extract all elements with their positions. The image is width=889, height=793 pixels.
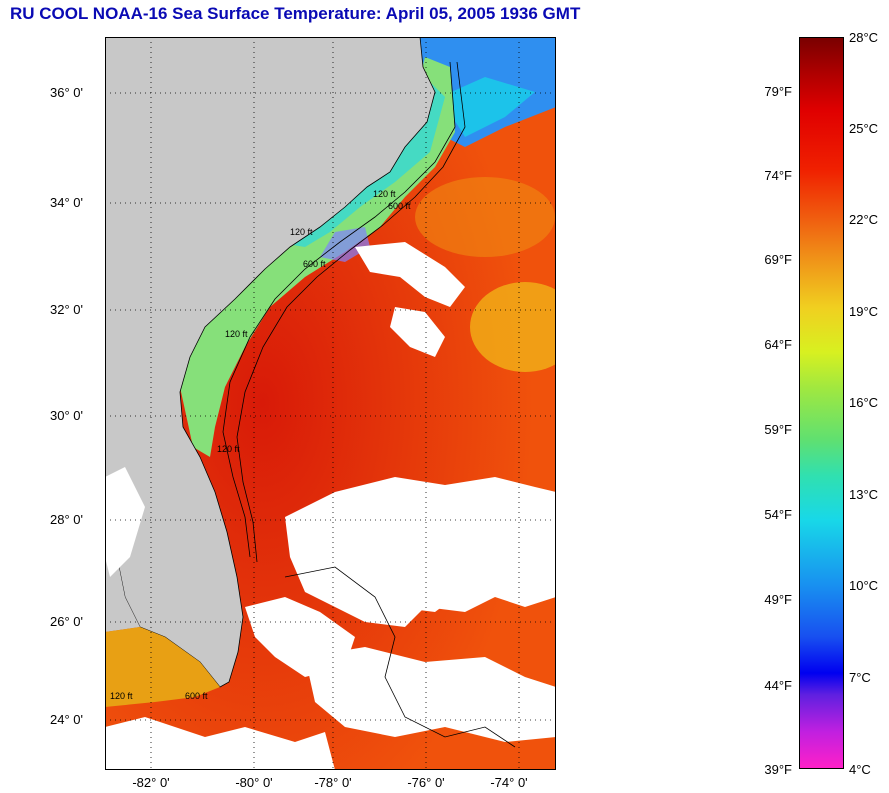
- colorbar-fahrenheit-label: 79°F: [764, 84, 792, 99]
- lat-label: 28° 0': [50, 512, 83, 527]
- lat-label: 34° 0': [50, 195, 83, 210]
- colorbar-celsius-label: 19°C: [849, 304, 879, 319]
- lon-label: -74° 0': [490, 775, 528, 790]
- colorbar-fahrenheit-label: 44°F: [764, 678, 792, 693]
- map-title: RU COOL NOAA-16 Sea Surface Temperature:…: [10, 4, 581, 23]
- cloud-cover: [105, 242, 556, 770]
- isobath-label: 600 ft: [388, 201, 411, 211]
- isobath-label: 120 ft: [290, 227, 313, 237]
- colorbar-celsius-label: 13°C: [849, 487, 879, 502]
- colorbar-fahrenheit-label: 59°F: [764, 422, 792, 437]
- isobath-label: 120 ft: [225, 329, 248, 339]
- lat-label: 24° 0': [50, 712, 83, 727]
- colorbar-celsius-label: 10°C: [849, 578, 879, 593]
- isobath-label: 120 ft: [110, 691, 133, 701]
- lat-label: 30° 0': [50, 408, 83, 423]
- graticule: [105, 37, 556, 770]
- color-scale-bar: [799, 37, 844, 769]
- estuary-water: [320, 227, 370, 262]
- colorbar-celsius-label: 25°C: [849, 121, 879, 136]
- isobath-label: 120 ft: [217, 444, 240, 454]
- lat-label: 26° 0': [50, 614, 83, 629]
- isobath-label: 600 ft: [303, 259, 326, 269]
- colorbar-celsius-label: 4°C: [849, 762, 871, 777]
- colorbar-celsius-label: 22°C: [849, 212, 879, 227]
- sst-map-canvas: 120 ft 600 ft 120 ft 600 ft 120 ft 120 f…: [105, 37, 556, 770]
- sst-map[interactable]: 120 ft 600 ft 120 ft 600 ft 120 ft 120 f…: [105, 37, 556, 770]
- isobath-contours: [222, 61, 516, 748]
- warm-eddy: [470, 282, 556, 372]
- ocean-eddy: [415, 177, 555, 257]
- lon-label: -76° 0': [407, 775, 445, 790]
- colorbar-fahrenheit-label: 39°F: [764, 762, 792, 777]
- lon-label: -82° 0': [132, 775, 170, 790]
- colorbar-fahrenheit-label: 54°F: [764, 507, 792, 522]
- lat-label: 36° 0': [50, 85, 83, 100]
- colorbar-fahrenheit-label: 49°F: [764, 592, 792, 607]
- isobath-label-group: 120 ft 600 ft 120 ft 600 ft 120 ft 120 f…: [110, 189, 411, 701]
- lon-label: -78° 0': [314, 775, 352, 790]
- colorbar-fahrenheit-label: 74°F: [764, 168, 792, 183]
- isobath-label: 120 ft: [373, 189, 396, 199]
- gulf-coast-land: [105, 517, 140, 632]
- colorbar-celsius-label: 28°C: [849, 30, 879, 45]
- colorbar-fahrenheit-label: 69°F: [764, 252, 792, 267]
- cold-water-band: [440, 77, 535, 137]
- colorbar-celsius-label: 7°C: [849, 670, 871, 685]
- isobath-label: 600 ft: [185, 691, 208, 701]
- colorbar-fahrenheit-label: 64°F: [764, 337, 792, 352]
- map-frame-border: [105, 37, 556, 770]
- lat-label: 32° 0': [50, 302, 83, 317]
- colorbar-celsius-label: 16°C: [849, 395, 879, 410]
- gulf-water: [105, 627, 220, 707]
- lon-label: -80° 0': [235, 775, 273, 790]
